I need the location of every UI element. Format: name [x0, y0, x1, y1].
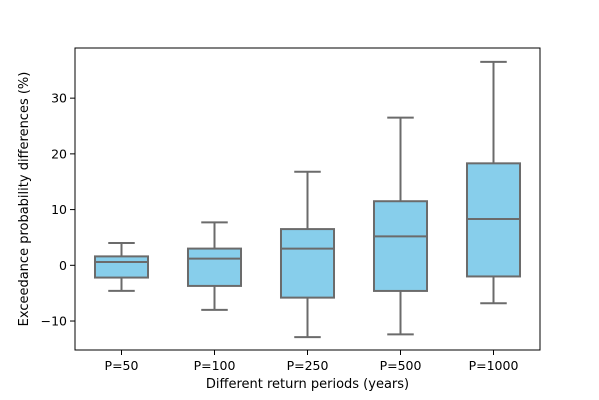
iqr-box — [279, 228, 336, 299]
y-tick-label: 10 — [51, 202, 67, 217]
box-3 — [279, 170, 336, 339]
x-tick-label: P=100 — [194, 358, 236, 373]
iqr-box — [93, 255, 150, 279]
x-tick-label: P=250 — [287, 358, 329, 373]
box-2 — [186, 221, 243, 311]
x-tick-label: P=50 — [105, 358, 139, 373]
box-5 — [465, 60, 522, 305]
x-tick-label: P=500 — [380, 358, 422, 373]
iqr-box — [186, 247, 243, 287]
x-axis: P=50 P=100 P=250 P=500 P=1000 — [105, 350, 519, 373]
y-tick-label: 0 — [59, 258, 67, 273]
x-axis-label: Different return periods (years) — [206, 377, 409, 392]
box-4 — [372, 116, 429, 336]
y-tick-label: −10 — [41, 314, 67, 329]
x-tick-label: P=1000 — [469, 358, 519, 373]
plot-area — [93, 60, 522, 339]
y-tick-label: 30 — [51, 91, 67, 106]
box-1 — [93, 242, 150, 292]
y-axis: −10 0 10 20 30 — [41, 91, 75, 329]
y-axis-label: Exceedance probability differences (%) — [17, 72, 32, 327]
y-tick-label: 20 — [51, 146, 67, 161]
iqr-box — [372, 200, 429, 292]
